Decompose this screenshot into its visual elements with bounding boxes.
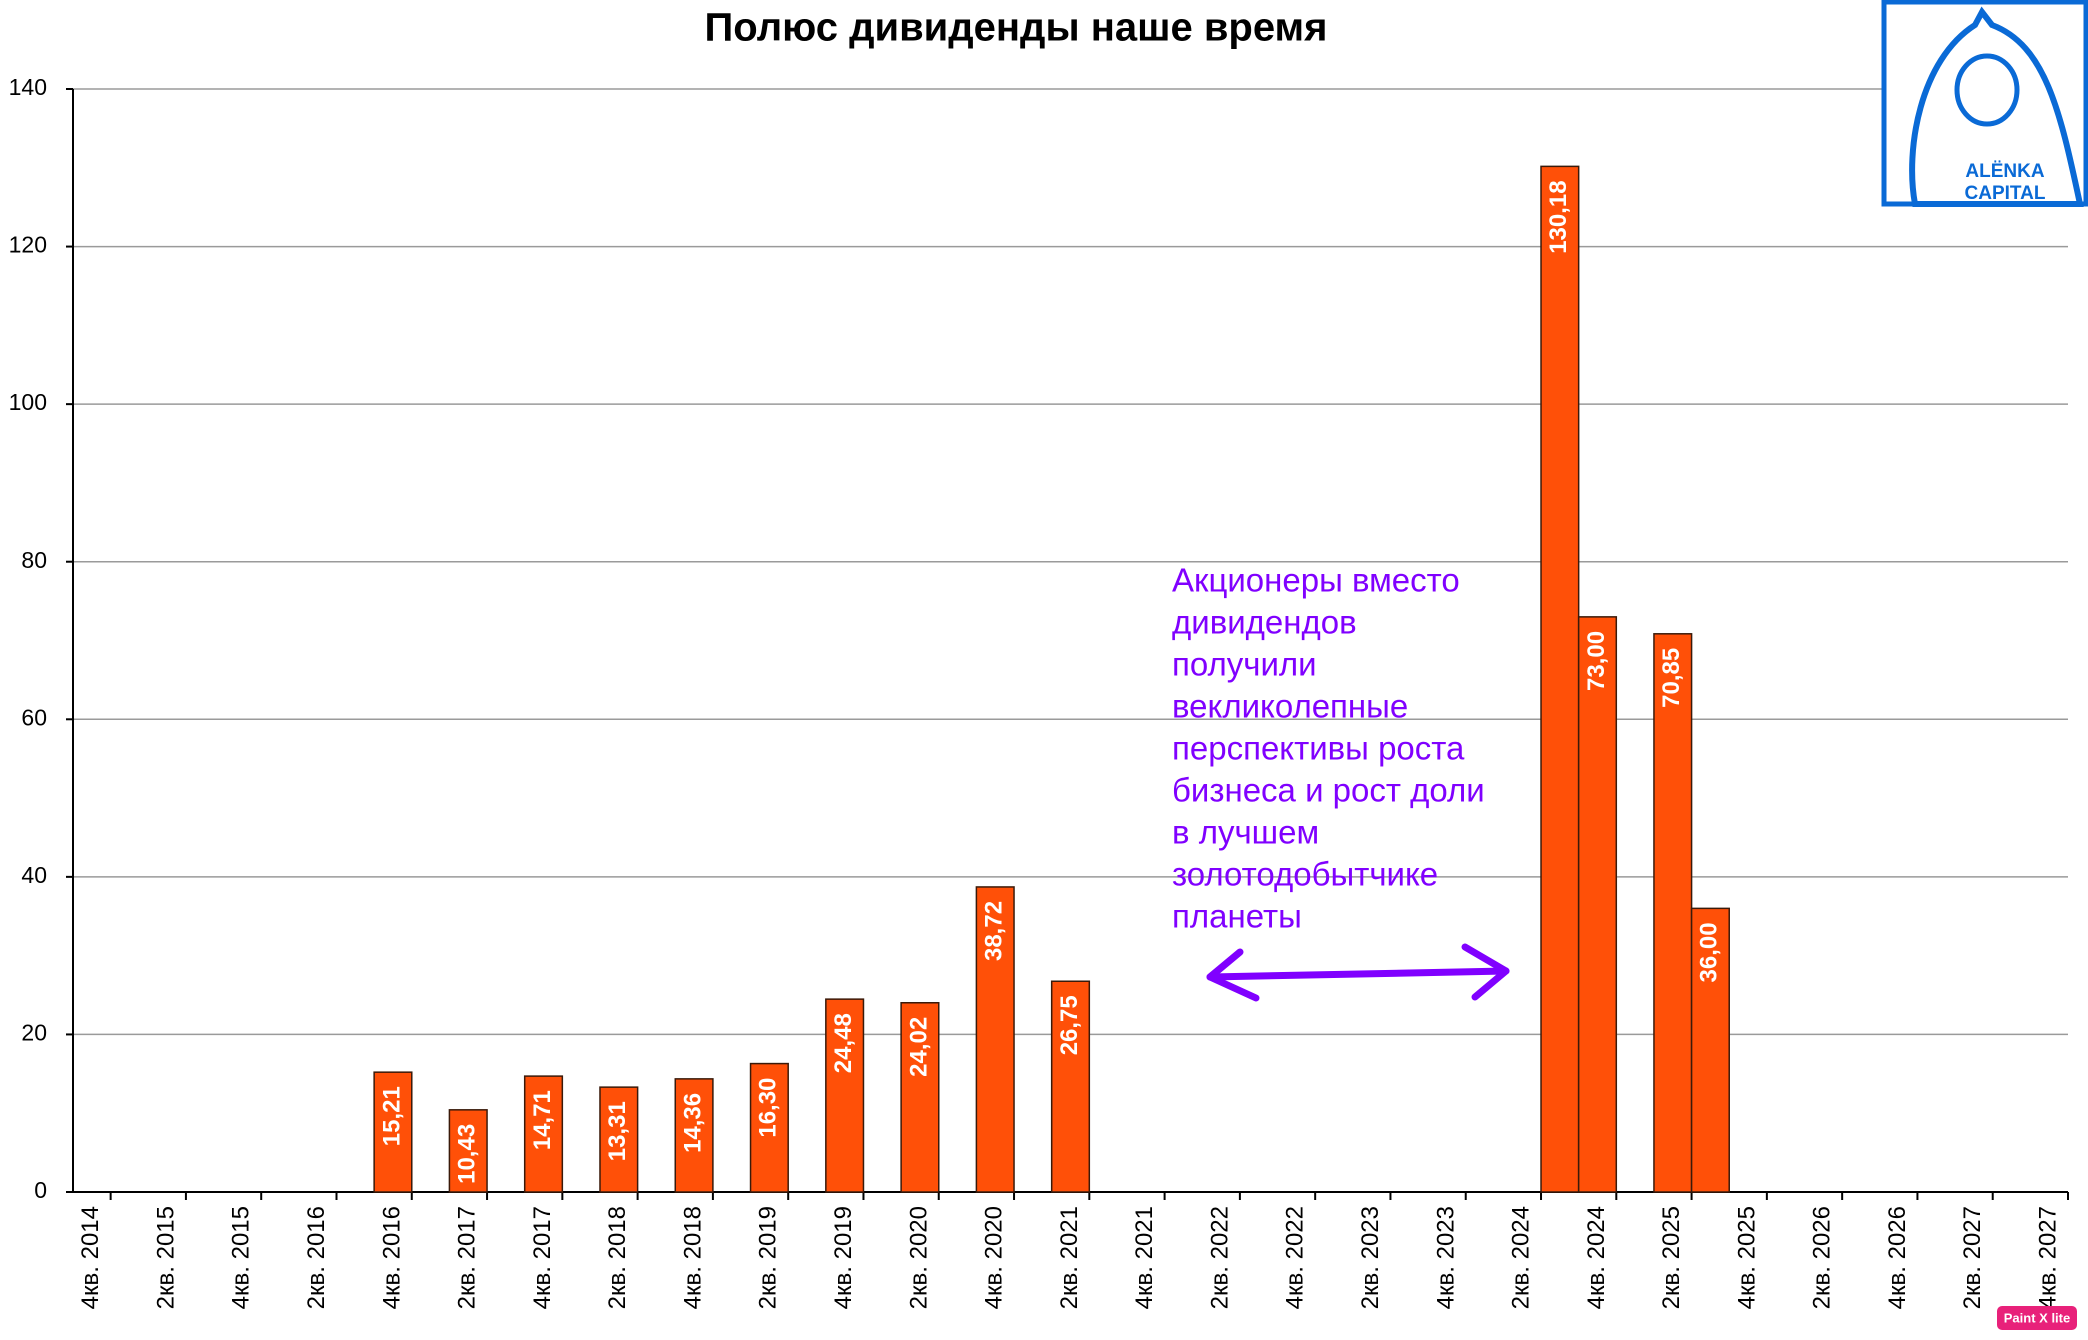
- bar: [1577, 616, 1618, 1193]
- annotation: Акционеры вместо: [1172, 562, 1460, 599]
- x-tick-label: 4кв. 2022: [1282, 1206, 1309, 1309]
- value-label: 130,18: [1545, 180, 1572, 253]
- x-tick-label: 4кв. 2023: [1432, 1206, 1459, 1309]
- bar: [975, 886, 1015, 1193]
- value-label: 38,72: [981, 901, 1008, 961]
- value-label: 15,21: [378, 1086, 405, 1146]
- logo-text: ALЁNKA: [1965, 161, 2044, 182]
- logo: ALЁNKA CAPITAL: [1881, 0, 2088, 207]
- x-tick-label: 2кв. 2023: [1357, 1206, 1384, 1309]
- bar: [373, 1071, 413, 1193]
- value-label: 26,75: [1056, 995, 1083, 1055]
- logo-text: CAPITAL: [1965, 183, 2046, 204]
- annotation: в лучшем: [1172, 814, 1319, 851]
- annotation-arrow: [1206, 967, 1510, 981]
- x-tick-label: 2кв. 2026: [1809, 1206, 1836, 1309]
- bar: [1653, 633, 1693, 1193]
- x-tick-label: 4кв. 2016: [378, 1206, 405, 1309]
- bar: [599, 1086, 639, 1193]
- x-tick-label: 2кв. 2020: [905, 1206, 932, 1309]
- bar: [825, 998, 865, 1193]
- x-tick-label: 2кв. 2027: [1959, 1206, 1986, 1309]
- y-tick-label: 140: [9, 74, 47, 100]
- value-label: 10,43: [454, 1124, 481, 1184]
- value-label: 24,48: [830, 1013, 857, 1073]
- x-tick-label: 2кв. 2021: [1056, 1206, 1083, 1309]
- x-tick-label: 2кв. 2016: [303, 1206, 330, 1309]
- value-label: 70,85: [1658, 648, 1685, 708]
- x-tick-label: 4кв. 2026: [1884, 1206, 1911, 1309]
- bar: [1690, 907, 1730, 1193]
- bar: [448, 1109, 488, 1193]
- y-tick-label: 40: [21, 862, 47, 888]
- x-tick-label: 2кв. 2018: [604, 1206, 631, 1309]
- x-tick-label: 4кв. 2021: [1131, 1206, 1158, 1309]
- annotation: перспективы роста: [1172, 730, 1465, 767]
- annotation: бизнеса и рост доли: [1172, 772, 1485, 809]
- value-label: 73,00: [1583, 631, 1610, 691]
- annotation: получили: [1172, 646, 1317, 683]
- annotation-arrowhead: [1206, 948, 1260, 1002]
- logo-doll: [1909, 6, 2084, 207]
- x-tick-label: 4кв. 2020: [981, 1206, 1008, 1309]
- x-tick-label: 4кв. 2027: [2035, 1206, 2062, 1309]
- badge: Paint X lite: [1997, 1306, 2077, 1330]
- annotation: золотодобытчике: [1172, 856, 1438, 893]
- x-tick-label: 2кв. 2025: [1658, 1206, 1685, 1309]
- x-tick-label: 2кв. 2019: [755, 1206, 782, 1309]
- x-tick-label: 4кв. 2018: [679, 1206, 706, 1309]
- x-tick-label: 2кв. 2022: [1206, 1206, 1233, 1309]
- value-label: 36,00: [1696, 922, 1723, 982]
- x-tick-label: 4кв. 2024: [1583, 1206, 1610, 1309]
- x-tick-label: 4кв. 2017: [529, 1206, 556, 1309]
- x-tick-label: 4кв. 2019: [830, 1206, 857, 1309]
- value-label: 14,36: [679, 1093, 706, 1153]
- value-label: 16,30: [755, 1078, 782, 1138]
- y-tick-label: 60: [21, 704, 47, 730]
- bar: [1540, 165, 1580, 1193]
- annotation: планеты: [1172, 898, 1302, 935]
- y-tick-label: 20: [21, 1020, 47, 1046]
- bar: [749, 1062, 789, 1193]
- annotation: дивидендов: [1172, 604, 1357, 641]
- y-tick-label: 100: [9, 389, 47, 415]
- bar: [674, 1078, 714, 1193]
- badge-bg: [1997, 1306, 2077, 1330]
- x-tick-label: 2кв. 2024: [1508, 1206, 1535, 1309]
- badge-text: Paint X lite: [2004, 1310, 2070, 1325]
- value-label: 13,31: [604, 1101, 631, 1161]
- value-label: 24,02: [905, 1017, 932, 1077]
- y-tick-label: 0: [34, 1177, 47, 1203]
- logo-face: [1954, 53, 2020, 127]
- bar: [900, 1002, 940, 1193]
- x-tick-label: 2кв. 2015: [152, 1206, 179, 1309]
- x-tick-label: 4кв. 2015: [228, 1206, 255, 1309]
- y-tick-label: 120: [9, 232, 47, 258]
- bar: [523, 1075, 564, 1193]
- bar: [1050, 980, 1091, 1193]
- chart-title: Полюс дивиденды наше время: [705, 6, 1328, 50]
- y-tick-label: 80: [21, 547, 47, 573]
- annotation: векликолепные: [1172, 688, 1408, 725]
- annotation-arrowhead: [1461, 943, 1510, 1001]
- x-tick-label: 4кв. 2014: [77, 1206, 104, 1309]
- x-tick-label: 4кв. 2025: [1733, 1206, 1760, 1309]
- x-tick-label: 2кв. 2017: [454, 1206, 481, 1309]
- value-label: 14,71: [529, 1090, 556, 1150]
